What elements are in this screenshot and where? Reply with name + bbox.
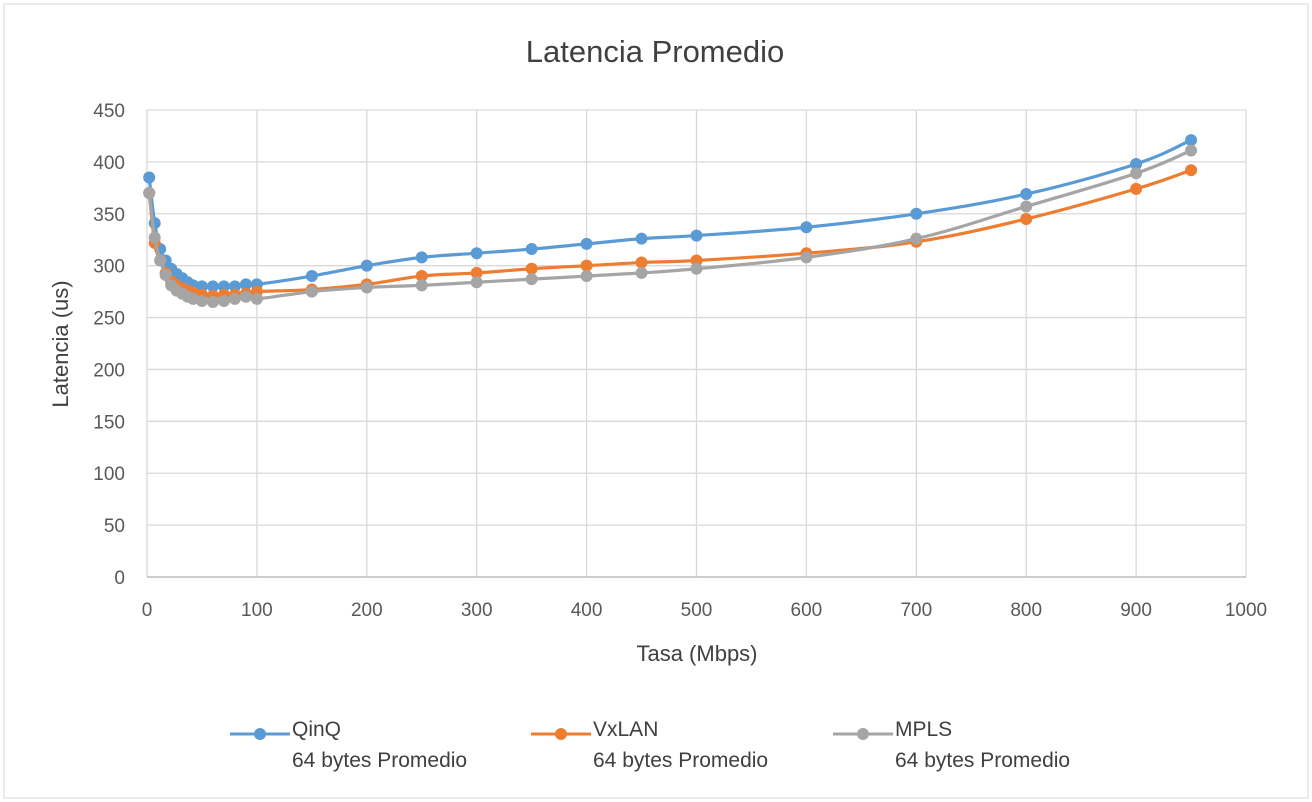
data-point [635,266,648,279]
y-tick-label: 0 [114,568,125,589]
data-point [154,254,167,267]
data-point [580,259,593,272]
y-tick-label: 350 [93,205,125,226]
data-point [217,280,230,293]
x-tick-label: 100 [241,600,273,621]
legend-swatch-mpls [833,728,893,740]
x-tick-label: 700 [900,600,932,621]
data-point [305,285,318,298]
data-point [195,294,208,307]
legend-item-mpls: MPLS 64 bytes Promedio [833,712,1133,782]
x-axis-title: Tasa (Mbps) [636,641,757,666]
data-point [305,270,318,283]
data-point [1020,200,1033,213]
y-tick-label: 300 [93,257,125,278]
data-point [525,243,538,256]
data-point [800,221,813,234]
x-tick-label: 200 [351,600,383,621]
data-point [580,237,593,250]
data-point [525,273,538,286]
y-tick-label: 150 [93,412,125,433]
data-point [525,262,538,275]
y-axis-title: Latencia (us) [48,280,73,407]
legend-label-vxlan: VxLAN 64 bytes Promedio [593,718,769,772]
data-point [159,269,172,282]
x-tick-label: 900 [1120,600,1152,621]
y-tick-label: 200 [93,360,125,381]
data-point [470,247,483,260]
data-point [206,295,219,308]
x-tick-label: 300 [461,600,493,621]
legend-swatch-qinq [230,728,290,740]
legend-item-qinq: QinQ 64 bytes Promedio [230,712,530,782]
legend-item-vxlan: VxLAN 64 bytes Promedio [531,712,831,782]
legend-label-qinq: QinQ 64 bytes Promedio [292,718,468,772]
x-tick-label: 0 [142,600,153,621]
data-point [1185,144,1198,157]
data-point [415,270,428,283]
data-point [690,229,703,242]
y-tick-label: 100 [93,464,125,485]
legend-label-mpls: MPLS 64 bytes Promedio [895,718,1071,772]
data-point [148,231,161,244]
x-tick-label: 800 [1010,600,1042,621]
legend: QinQ 64 bytes Promedio VxLAN 64 bytes Pr… [0,712,1312,782]
data-point [1020,212,1033,225]
y-tick-label: 400 [93,153,125,174]
axis-group: 0 50 100 150 200 250 300 350 400 450 0 100 200 300 400… [93,101,1267,621]
data-point [217,294,230,307]
data-point [470,266,483,279]
data-point [635,232,648,245]
data-point [250,292,263,305]
data-point [143,171,156,184]
y-tick-label: 450 [93,101,125,122]
data-point [910,207,923,220]
y-tick-label: 50 [104,516,125,537]
data-point [470,276,483,289]
chart-title: Latencia Promedio [526,34,785,69]
data-point [239,278,252,291]
data-point [239,290,252,303]
data-point [690,254,703,267]
data-point [228,280,241,293]
legend-swatch-vxlan [531,728,591,740]
data-point [1020,188,1033,201]
x-tick-label: 1000 [1225,600,1267,621]
x-tick-label: 400 [571,600,603,621]
data-point [1185,164,1198,177]
data-point [635,256,648,269]
data-point [1130,167,1143,180]
data-point [1130,182,1143,195]
data-point [800,251,813,264]
data-point [360,281,373,294]
data-point [580,270,593,283]
data-point [228,292,241,305]
data-point [195,280,208,293]
chart-frame [3,3,1309,799]
x-tick-label: 600 [791,600,823,621]
y-tick-label: 250 [93,309,125,330]
data-point [360,259,373,272]
data-point [910,232,923,245]
data-point [143,187,156,200]
data-point [206,280,219,293]
series-3 [143,144,1198,308]
data-point [415,251,428,264]
data-point [1185,134,1198,147]
data-point [690,262,703,275]
data-point [415,279,428,292]
x-tick-label: 500 [681,600,713,621]
series-group [143,134,1198,308]
data-point [1130,157,1143,170]
